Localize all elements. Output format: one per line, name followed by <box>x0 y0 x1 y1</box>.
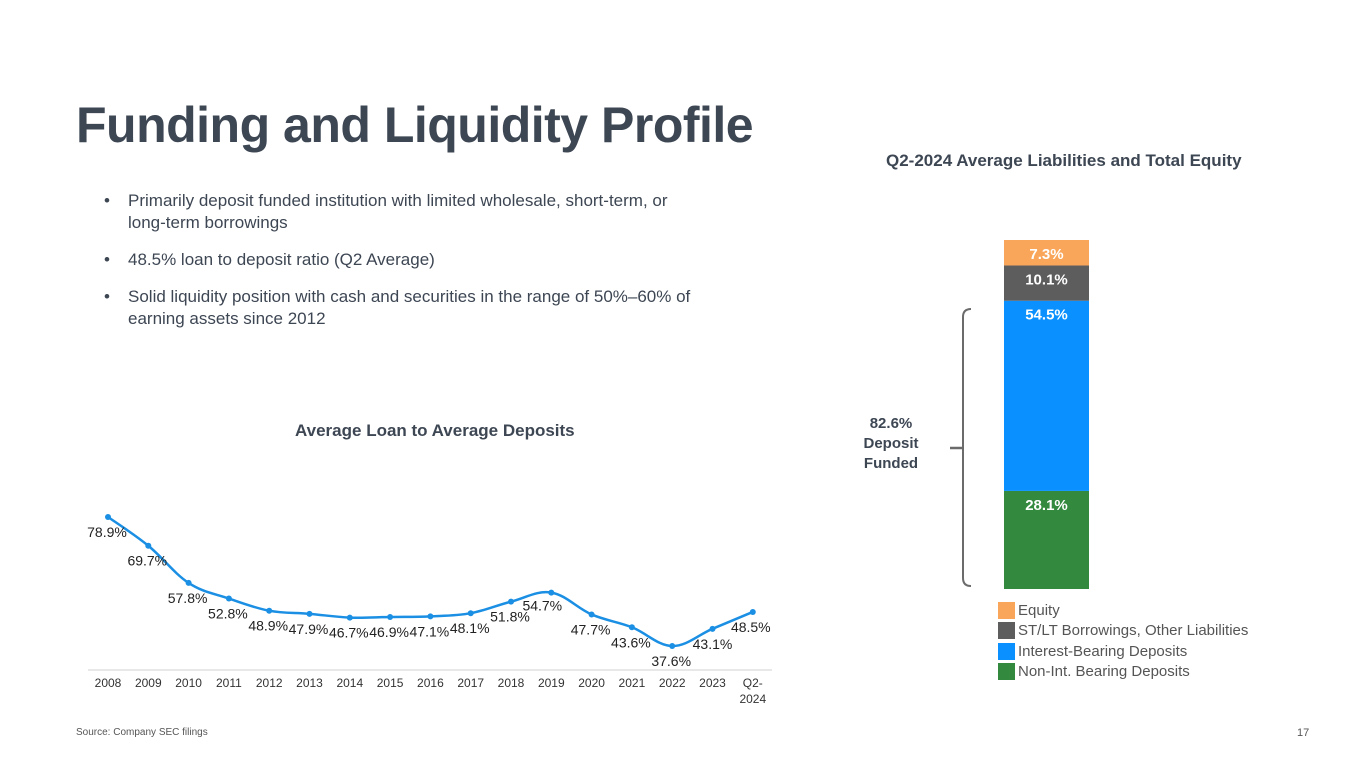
data-label: 46.9% <box>369 624 409 640</box>
x-tick-label: 2013 <box>296 676 323 690</box>
data-label: 37.6% <box>651 653 691 669</box>
data-point <box>185 579 192 586</box>
legend-item: Equity <box>998 600 1248 621</box>
deposit-bracket <box>962 308 972 587</box>
data-point <box>669 643 676 649</box>
data-point <box>105 514 111 520</box>
page-number: 17 <box>1297 727 1310 739</box>
segment-label: 54.5% <box>1025 307 1068 324</box>
bar-segment <box>1004 240 1089 266</box>
legend-item: Non-Int. Bearing Deposits <box>998 662 1248 683</box>
bullet-icon: • <box>104 191 110 210</box>
x-tick-label: Q2- <box>743 676 763 690</box>
x-tick-label: 2021 <box>619 676 646 690</box>
source-note: Source: Company SEC filings <box>76 727 208 738</box>
bullet-icon: • <box>104 250 110 269</box>
bar-segment <box>1004 490 1089 589</box>
bar-segment <box>1004 265 1089 301</box>
segment-label: 28.1% <box>1025 497 1068 514</box>
legend-item: Interest-Bearing Deposits <box>998 641 1248 662</box>
data-point <box>427 613 434 620</box>
data-label: 48.9% <box>248 618 288 634</box>
annotation-line: 82.6% <box>869 415 913 432</box>
bullet-text: Solid liquidity position with cash and s… <box>128 287 691 328</box>
legend-label: ST/LT Borrowings, Other Liabilities <box>1018 622 1249 640</box>
data-label: 47.9% <box>289 621 329 637</box>
data-label: 46.7% <box>329 625 369 641</box>
data-point <box>467 610 474 617</box>
x-tick-label: 2017 <box>457 676 484 690</box>
x-tick-label: 2018 <box>498 676 525 690</box>
x-tick-label: 2020 <box>578 676 605 690</box>
data-label: 48.1% <box>450 620 490 636</box>
legend-swatch-icon <box>998 663 1015 681</box>
data-label: 69.7% <box>127 553 167 569</box>
segment-label: 10.1% <box>1025 271 1068 288</box>
bullet-item: • Solid liquidity position with cash and … <box>104 286 704 330</box>
deposit-funded-annotation: 82.6% Deposit Funded <box>850 414 932 474</box>
data-point <box>628 624 635 631</box>
bullet-text: 48.5% loan to deposit ratio (Q2 Average) <box>128 250 435 269</box>
x-tick-label: 2022 <box>659 676 686 690</box>
legend-label: Interest-Bearing Deposits <box>1018 642 1188 660</box>
legend-label: Non-Int. Bearing Deposits <box>1018 663 1190 681</box>
data-label: 51.8% <box>490 609 530 625</box>
bullet-text: Primarily deposit funded institution wit… <box>128 191 668 232</box>
data-point <box>145 542 152 549</box>
data-label: 57.8% <box>168 590 208 606</box>
data-point <box>588 611 595 618</box>
x-tick-label: 2024 <box>739 692 766 706</box>
x-tick-label: 2014 <box>336 676 363 690</box>
data-label: 47.1% <box>410 623 450 639</box>
bullet-icon: • <box>104 287 110 306</box>
data-label: 47.7% <box>571 621 611 637</box>
data-point <box>548 589 555 596</box>
x-tick-label: 2008 <box>95 676 122 690</box>
x-tick-label: 2011 <box>216 676 242 690</box>
data-label: 43.6% <box>611 634 651 650</box>
legend-label: Equity <box>1018 601 1060 619</box>
data-label: 52.8% <box>208 606 248 622</box>
legend-swatch-icon <box>998 622 1015 640</box>
data-point <box>749 608 756 615</box>
data-label: 54.7% <box>522 598 562 614</box>
data-point <box>266 607 273 614</box>
x-tick-label: 2015 <box>377 676 404 690</box>
legend-swatch-icon <box>998 642 1015 660</box>
data-point <box>346 614 353 621</box>
x-tick-label: 2023 <box>699 676 726 690</box>
bar-chart-legend: Equity ST/LT Borrowings, Other Liabilitie… <box>998 600 1248 682</box>
data-label: 48.5% <box>731 619 771 635</box>
bar-segment <box>1004 300 1089 491</box>
data-point <box>387 613 394 620</box>
data-point <box>225 595 232 602</box>
bullet-item: • Primarily deposit funded institution wi… <box>104 190 704 234</box>
x-tick-label: 2016 <box>417 676 444 690</box>
data-point <box>709 625 716 632</box>
slide-title: Funding and Liquidity Profile <box>76 97 754 153</box>
x-tick-label: 2012 <box>256 676 283 690</box>
x-tick-label: 2019 <box>538 676 565 690</box>
x-tick-label: 2010 <box>175 676 202 690</box>
bullet-item: • 48.5% loan to deposit ratio (Q2 Average… <box>104 249 704 271</box>
line-chart-title: Average Loan to Average Deposits <box>295 421 575 440</box>
x-tick-label: 2009 <box>135 676 162 690</box>
data-label: 43.1% <box>693 636 733 652</box>
bullet-list: • Primarily deposit funded institution wi… <box>104 190 704 345</box>
data-label: 78.9% <box>87 524 127 540</box>
legend-item: ST/LT Borrowings, Other Liabilities <box>998 621 1248 642</box>
bar-chart-title: Q2-2024 Average Liabilities and Total Eq… <box>886 151 1242 170</box>
annotation-line: Funded <box>863 455 919 472</box>
data-point <box>306 610 313 617</box>
data-point <box>508 598 514 605</box>
segment-label: 7.3% <box>1029 246 1063 263</box>
legend-swatch-icon <box>998 601 1015 619</box>
annotation-line: Deposit <box>863 435 919 452</box>
